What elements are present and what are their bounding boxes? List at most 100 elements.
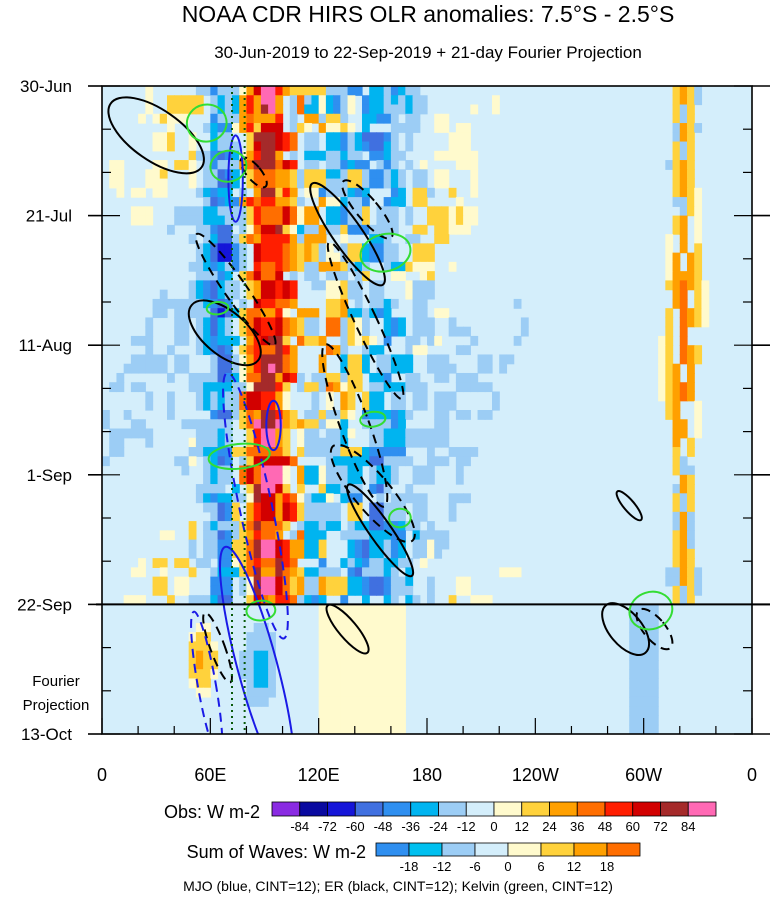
anomaly-cell [390, 187, 399, 198]
anomaly-cell [188, 632, 197, 643]
anomaly-cell [672, 410, 681, 420]
anomaly-cell [289, 345, 298, 356]
anomaly-cell [268, 678, 276, 689]
anomaly-cell [159, 530, 168, 541]
er-contour [329, 443, 416, 543]
anomaly-cell [224, 298, 233, 309]
anomaly-cell [347, 474, 356, 485]
anomaly-cell [679, 558, 688, 568]
anomaly-cell [369, 280, 378, 291]
anomaly-cell [340, 206, 349, 217]
anomaly-cell [340, 326, 349, 337]
anomaly-cell [333, 113, 341, 124]
anomaly-cell [268, 372, 276, 383]
anomaly-cell [347, 687, 356, 698]
anomaly-cell [282, 502, 291, 513]
anomaly-cell [369, 456, 378, 467]
anomaly-cell [159, 558, 168, 568]
anomaly-cell [499, 567, 508, 578]
anomaly-cell [210, 326, 219, 337]
anomaly-cell [318, 567, 327, 578]
er-contour [194, 232, 277, 347]
anomaly-cell [232, 391, 240, 402]
anomaly-cell [383, 234, 392, 244]
anomaly-cell [405, 456, 414, 467]
anomaly-cell [636, 632, 645, 643]
anomaly-cell [239, 382, 248, 393]
anomaly-cell [383, 650, 392, 661]
anomaly-cell [239, 539, 248, 550]
anomaly-cell [145, 178, 154, 189]
anomaly-cell [672, 132, 681, 143]
anomaly-cell [347, 215, 356, 226]
anomaly-cell [455, 382, 464, 393]
anomaly-cell [390, 252, 399, 263]
anomaly-cell [376, 86, 385, 96]
anomaly-cell [260, 160, 269, 170]
anomaly-cell [354, 160, 363, 170]
anomaly-cell [304, 419, 313, 430]
anomaly-cell [268, 447, 276, 457]
kelvin-contour [205, 300, 230, 316]
anomaly-cell [159, 160, 168, 170]
anomaly-cell [232, 447, 240, 457]
anomaly-cell [325, 197, 334, 207]
anomaly-cell [441, 206, 450, 217]
anomaly-cell [217, 595, 226, 605]
anomaly-cell [679, 502, 688, 513]
anomaly-cell [672, 261, 681, 272]
anomaly-cell [376, 382, 385, 393]
anomaly-cell [636, 687, 645, 698]
anomaly-cell [679, 150, 688, 161]
anomaly-cell [304, 428, 313, 439]
waves-colorbar-swatch [474, 842, 509, 857]
anomaly-cell [318, 363, 327, 374]
anomaly-cell [679, 465, 688, 476]
anomaly-cell [383, 150, 392, 161]
anomaly-cell [369, 539, 378, 550]
anomaly-cell [679, 335, 688, 346]
anomaly-cell [333, 576, 341, 587]
anomaly-cell [369, 104, 378, 115]
anomaly-cell [289, 354, 298, 365]
anomaly-cell [412, 280, 421, 291]
anomaly-cell [145, 354, 154, 365]
anomaly-cell [304, 104, 313, 115]
obs-colorbar-swatch [299, 801, 328, 817]
anomaly-cell [289, 187, 298, 198]
anomaly-cell [325, 104, 334, 115]
obs-colorbar: Obs: W m-2 -84 -72 -60 -48 -36 -24 -12 0 12 24 36 4… [164, 801, 717, 834]
anomaly-cell [232, 252, 240, 263]
kelvin-contour [388, 507, 412, 529]
anomaly-cell [260, 224, 269, 235]
anomaly-cell [253, 95, 262, 106]
obs-colorbar-title: Obs: W m-2 [164, 802, 260, 822]
anomaly-cell [260, 354, 269, 365]
anomaly-cell [643, 650, 652, 661]
anomaly-cell [340, 141, 349, 152]
anomaly-cell [325, 484, 334, 494]
anomaly-cell [232, 86, 240, 96]
anomaly-cell [318, 622, 327, 633]
anomaly-cell [354, 447, 363, 457]
anomaly-cell [232, 261, 240, 272]
anomaly-cell [239, 104, 248, 115]
anomaly-cell [672, 576, 681, 587]
anomaly-cell [369, 437, 378, 448]
anomaly-cell [672, 558, 681, 568]
anomaly-cell [109, 447, 118, 457]
anomaly-cell [419, 428, 428, 439]
anomaly-cell [232, 493, 240, 504]
anomaly-cell [477, 410, 486, 420]
anomaly-cell [390, 474, 399, 485]
anomaly-cell [687, 178, 695, 189]
anomaly-cell [253, 141, 262, 152]
anomaly-cell [694, 95, 703, 106]
anomaly-cell [398, 86, 406, 96]
anomaly-cell [217, 345, 226, 356]
anomaly-cell [138, 187, 146, 198]
anomaly-cell [289, 493, 298, 504]
anomaly-cell [253, 113, 262, 124]
anomaly-cell [333, 724, 341, 734]
anomaly-cell [376, 650, 385, 661]
